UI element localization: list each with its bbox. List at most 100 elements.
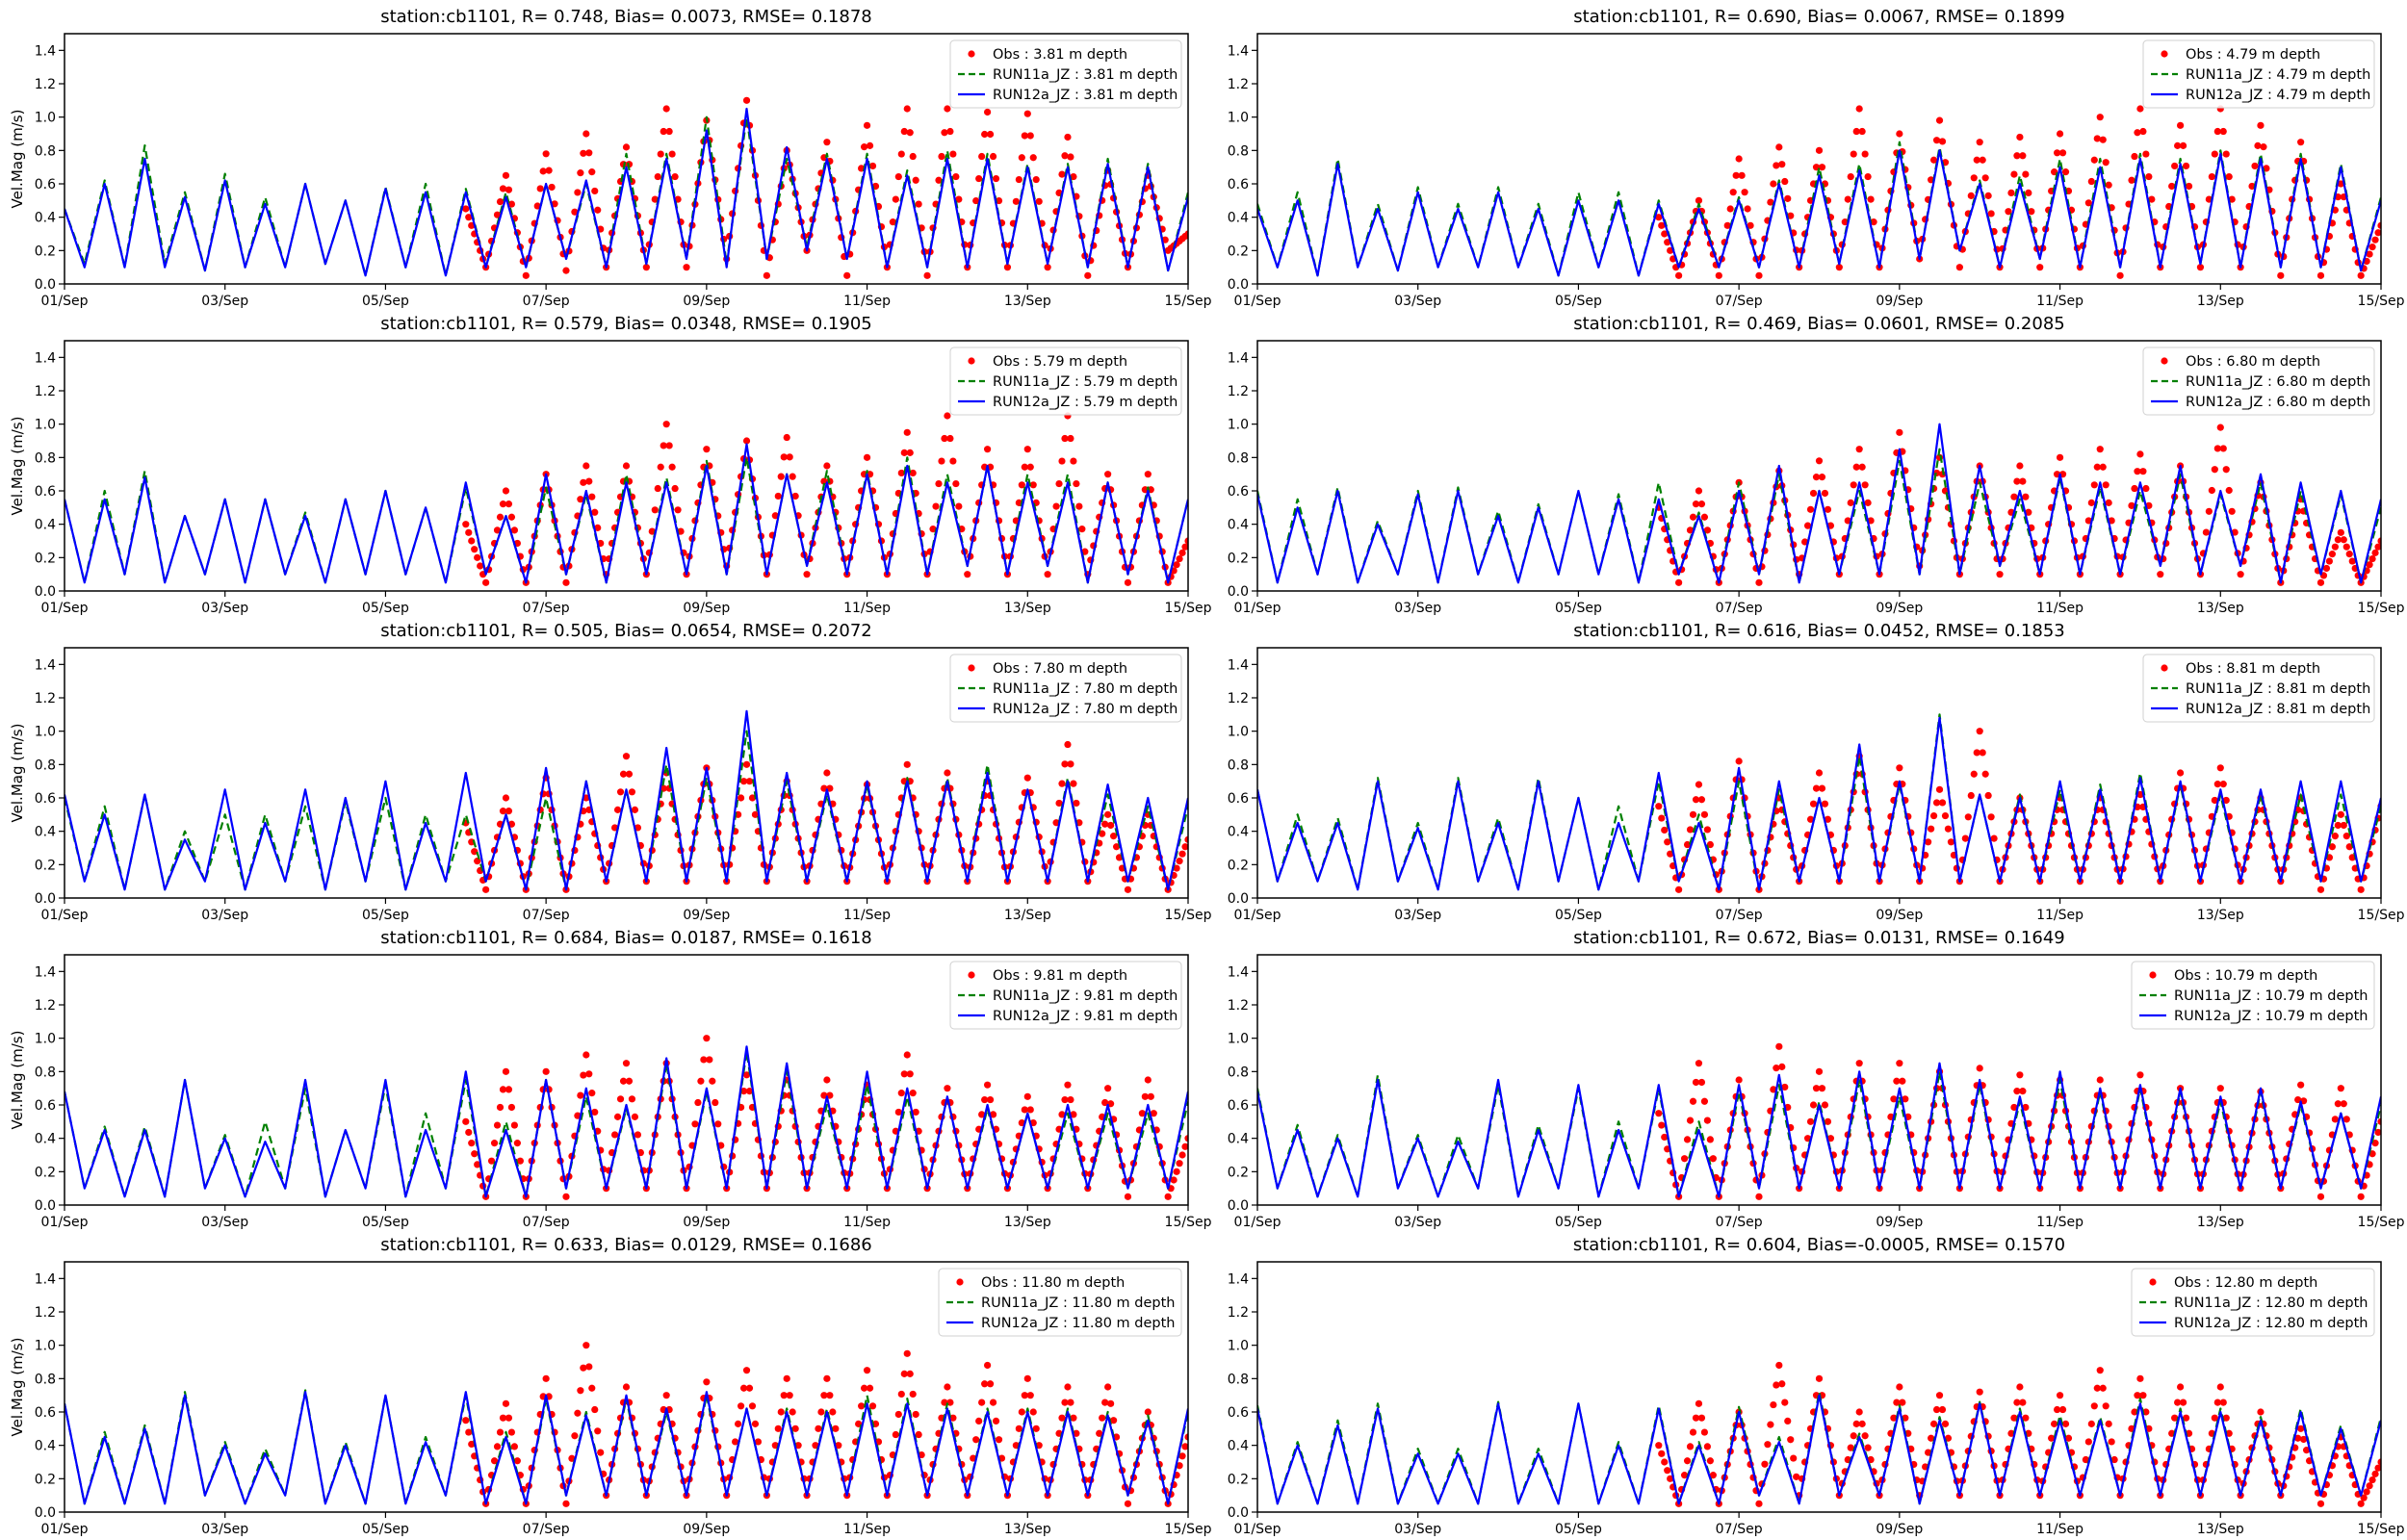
series-layer <box>65 1035 1188 1200</box>
obs-point <box>591 508 599 516</box>
obs-point <box>1973 156 1980 164</box>
obs-point <box>748 1402 757 1410</box>
obs-point <box>1101 1098 1109 1107</box>
y-tick-label: 1.0 <box>1228 725 1249 740</box>
obs-point <box>2357 1193 2365 1200</box>
obs-point <box>1173 864 1180 872</box>
obs-point <box>1181 543 1188 551</box>
obs-point <box>2099 1384 2107 1392</box>
axes-frame <box>1256 647 2382 899</box>
subplot-title: station:cb1101, R= 0.748, Bias= 0.0073, … <box>380 7 871 27</box>
obs-point <box>582 462 590 470</box>
obs-point <box>1818 474 1826 481</box>
obs-point <box>642 264 650 271</box>
obs-point <box>651 506 659 514</box>
obs-point <box>2211 466 2218 474</box>
obs-point <box>1896 428 1903 436</box>
obs-point <box>2371 1140 2379 1147</box>
y-axis-label: Vel.Mag (m/s) <box>9 1031 26 1130</box>
obs-point <box>1818 164 1826 171</box>
obs-point <box>2340 1100 2347 1108</box>
obs-point <box>1767 1421 1774 1428</box>
obs-point <box>2108 1438 2115 1446</box>
obs-point <box>935 479 943 488</box>
x-tick-label: 05/Sep <box>1555 908 1602 923</box>
obs-point <box>507 513 516 521</box>
obs-point <box>803 571 811 578</box>
obs-point <box>683 264 690 271</box>
obs-point <box>1824 1117 1832 1125</box>
obs-point <box>594 1427 602 1435</box>
y-tick-label: 1.4 <box>35 657 56 673</box>
obs-point <box>462 205 470 213</box>
obs-point <box>622 753 631 760</box>
obs-point <box>1667 1475 1674 1482</box>
obs-point <box>1675 271 1683 279</box>
obs-point <box>1809 489 1818 498</box>
obs-point <box>2005 208 2012 216</box>
obs-point <box>2222 796 2230 805</box>
legend-obs-marker-icon <box>2161 50 2168 58</box>
obs-point <box>1955 264 1963 271</box>
obs-point <box>1784 1417 1792 1425</box>
obs-point <box>823 1076 831 1084</box>
obs-point <box>2036 264 2044 271</box>
x-tick-label: 11/Sep <box>843 908 891 923</box>
x-tick-label: 13/Sep <box>1004 601 1051 616</box>
obs-point <box>654 172 661 181</box>
legend-label: RUN12a_JZ : 3.81 m depth <box>993 88 1178 103</box>
legend-box <box>949 346 1182 416</box>
obs-point <box>1793 1473 1800 1480</box>
y-tick-label: 0.0 <box>1228 584 1249 600</box>
obs-point <box>505 1086 513 1093</box>
obs-point <box>2213 1399 2221 1406</box>
obs-point <box>777 473 785 480</box>
obs-point <box>2211 1414 2218 1422</box>
legend-label: Obs : 5.79 m depth <box>993 354 1127 370</box>
obs-point <box>2237 571 2244 578</box>
obs-point <box>2263 165 2270 172</box>
y-tick-label: 0.6 <box>35 791 56 807</box>
obs-point <box>1029 1408 1037 1416</box>
obs-point <box>625 1077 634 1085</box>
obs-point <box>619 1077 628 1085</box>
x-tick-label: 07/Sep <box>1716 1215 1763 1230</box>
y-axis-label: Vel.Mag (m/s) <box>9 724 26 823</box>
obs-point <box>2105 181 2112 189</box>
obs-point <box>2225 172 2233 181</box>
obs-point <box>1064 1081 1072 1089</box>
obs-point <box>975 174 983 183</box>
obs-point <box>654 484 661 493</box>
y-tick-label: 1.0 <box>35 1339 56 1354</box>
legend-label: RUN12a_JZ : 11.80 m depth <box>981 1316 1176 1331</box>
y-tick-label: 1.4 <box>1228 350 1249 366</box>
obs-point <box>2142 150 2150 158</box>
obs-point <box>2374 1128 2381 1137</box>
obs-point <box>786 453 793 461</box>
obs-point <box>751 1420 760 1427</box>
obs-point <box>863 1367 871 1374</box>
obs-point <box>1815 769 1824 777</box>
obs-point <box>903 428 911 436</box>
obs-point <box>1944 825 1953 833</box>
obs-point <box>1124 886 1132 893</box>
obs-point <box>1018 1408 1025 1416</box>
obs-point <box>1864 499 1872 506</box>
x-tick-label: 09/Sep <box>683 1215 730 1230</box>
obs-point <box>2363 1488 2370 1496</box>
obs-point <box>1164 1193 1172 1200</box>
x-tick-label: 01/Sep <box>1234 908 1281 923</box>
axes-frame <box>1256 340 2382 592</box>
y-tick-label: 1.0 <box>35 111 56 126</box>
x-tick-label: 01/Sep <box>1234 1215 1281 1230</box>
obs-point <box>868 162 877 170</box>
obs-point <box>815 1424 822 1432</box>
obs-point <box>499 185 507 192</box>
obs-point <box>1938 1405 1947 1414</box>
subplot-title: station:cb1101, R= 0.690, Bias= 0.0067, … <box>1573 7 2064 27</box>
obs-point <box>866 141 874 149</box>
y-tick-label: 0.2 <box>1228 244 1249 259</box>
obs-point <box>1787 212 1795 219</box>
x-tick-label: 07/Sep <box>523 601 570 616</box>
y-tick-label: 0.2 <box>1228 1165 1249 1180</box>
